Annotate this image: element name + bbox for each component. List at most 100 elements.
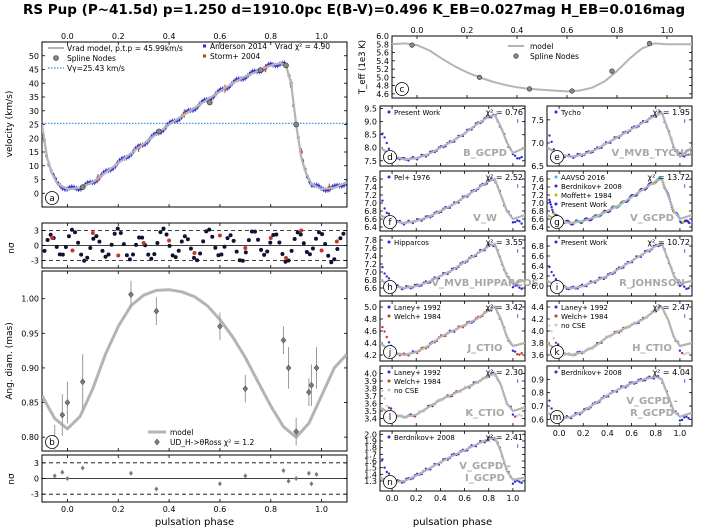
velocity-data-point	[111, 167, 115, 170]
J_CTIO-band-label: J_CTIO	[466, 343, 502, 354]
velocity-data-point	[102, 171, 106, 174]
velocity-residual-point	[94, 234, 99, 239]
V_GCPD_R_GCPD-chi2: χ² = 4.04	[653, 368, 690, 377]
angdiam-residual-point	[128, 470, 133, 476]
V_GCPD_R_GCPD-xtick-label: 0.6	[625, 429, 638, 438]
H_CTIO-data-point	[554, 341, 558, 345]
V_GCPD_I_GCPD-ytick-label: 1.6	[364, 457, 377, 466]
V_MVB_TYCHO-ytick-label: 6.5	[531, 162, 544, 171]
velocity-residual-point	[252, 229, 257, 234]
V_W-ytick-label: 6.4	[364, 223, 377, 232]
angdiam-residual-point	[243, 473, 248, 479]
V_GCPD_I_GCPD-ytick-label: 2.0	[364, 430, 377, 439]
V_MVB_TYCHO-data-point	[685, 153, 688, 157]
V_GCPD-legend-entry: Present Work	[561, 201, 608, 209]
B_GCPD-ytick-label: 8.0	[364, 144, 377, 153]
velocity-residual-point	[219, 252, 224, 257]
left-xlabel: pulsation phase	[155, 517, 234, 528]
velocity-residual-point	[103, 254, 108, 259]
angdiam-residual-point	[52, 473, 57, 479]
R_JOHNSON-data-point	[680, 283, 684, 287]
K_CTIO-ytick-label: 3.8	[364, 385, 377, 394]
velocity-spline-node	[293, 121, 299, 128]
K_CTIO-data-point	[516, 414, 519, 418]
angdiam-point	[217, 322, 223, 330]
velocity-data-point	[61, 186, 64, 190]
velocity-residual-point	[182, 234, 187, 239]
H_CTIO-legend-swatch	[554, 314, 558, 318]
V_GCPD_I_GCPD-data-point	[511, 482, 515, 485]
V_GCPD_I_GCPD-letter-circle	[383, 475, 397, 489]
V_GCPD_I_GCPD-ytick-label: 1.8	[364, 444, 377, 453]
angdiam-residual-point	[314, 471, 319, 477]
B_GCPD-legend-entry: Present Work	[394, 109, 441, 117]
velocity-residual-point	[130, 252, 135, 257]
B_GCPD-data-point	[383, 136, 386, 139]
V_GCPD-data-point	[549, 203, 553, 206]
angdiam-residual-point	[281, 468, 286, 474]
velocity-residual-storm-point	[90, 231, 95, 235]
velocity-residual-point	[326, 253, 331, 258]
angdiam-legend-data-swatch	[154, 438, 160, 446]
angdiam-point	[280, 336, 287, 344]
V_GCPD-ytick-label: 7.2	[531, 191, 544, 200]
velocity-data-point	[342, 183, 346, 187]
velocity-xtick-label-top: 0.4	[163, 32, 176, 41]
velocity-data-point	[68, 186, 71, 190]
R_JOHNSON-ytick-label: 6.4	[531, 262, 544, 271]
velocity-residual-point	[286, 258, 291, 263]
velocity-residual-storm-point	[319, 248, 324, 253]
V_GCPD_I_GCPD-xtick-label: 0.0	[386, 494, 399, 503]
V_W-data-point	[511, 221, 515, 224]
J_CTIO-data-point	[513, 350, 517, 353]
velocity-residual-point	[292, 237, 297, 242]
velocity-xtick-label-top: 0.8	[264, 32, 277, 41]
angular_diameter-ytick-label: 0.85	[21, 399, 39, 408]
velocity-data-point	[152, 132, 156, 136]
V_W-data-point	[387, 212, 391, 215]
R_JOHNSON-legend-swatch	[554, 240, 558, 244]
J_CTIO-legend-entry: Laney+ 1992	[394, 304, 441, 312]
H_CTIO-legend-entry: no CSE	[561, 322, 586, 330]
V_GCPD_I_GCPD-data-point	[520, 481, 523, 485]
V_GCPD_I_GCPD-data-point	[518, 480, 521, 483]
V_GCPD-legend-entry: Berdnikov+ 2008	[561, 183, 622, 191]
R_JOHNSON-data-point	[550, 270, 553, 274]
K_CTIO-data-point	[518, 413, 521, 416]
B_GCPD-ytick-label: 9.0	[364, 118, 377, 127]
V_MVB_HIPPARCOS-data-point	[516, 284, 519, 287]
V_MVB_TYCHO-letter-circle	[550, 150, 564, 164]
velocity-spline-node	[206, 99, 213, 106]
velocity-residual-point	[112, 231, 117, 236]
V_GCPD_R_GCPD-ytick-label: 0.8	[531, 389, 544, 398]
V_GCPD-legend-swatch	[554, 175, 558, 179]
velocity_residuals-ytick-label: 0	[34, 242, 39, 251]
V_GCPD_I_GCPD-ytick-label: 1.9	[364, 437, 377, 446]
velocity-legend-spline: Spline Nodes	[67, 54, 116, 63]
V_GCPD_R_GCPD-ytick-label: 0.7	[531, 402, 544, 411]
velocity-legend-anderson-swatch	[203, 44, 206, 48]
V_GCPD_I_GCPD-band-label-line2: I_GCPD	[465, 473, 505, 484]
angular_diameter_residuals-xtick-label: 0.2	[112, 505, 125, 514]
K_CTIO-legend-swatch	[387, 370, 391, 374]
angular_diameter-ytick-label: 0.80	[21, 433, 39, 442]
J_CTIO-ytick-label: 4.6	[364, 327, 377, 336]
V_GCPD-legend-swatch	[554, 202, 558, 206]
velocity-residual-point	[213, 245, 218, 250]
velocity-residual-point	[237, 258, 242, 263]
K_CTIO-chi2: χ² = 2.30	[486, 368, 523, 377]
velocity-residual-point	[201, 239, 206, 244]
J_CTIO-data-point	[516, 353, 519, 356]
velocity-residual-point	[335, 246, 340, 251]
angdiam-point	[285, 364, 292, 372]
angdiam-residual-point	[65, 476, 70, 481]
teff-xtick-label-top: 0.6	[561, 26, 574, 35]
velocity-residual-point	[63, 244, 68, 249]
V_MVB_HIPPARCOS-legend-swatch	[387, 240, 391, 244]
velocity-data-point	[127, 155, 131, 158]
V_GCPD-frame	[546, 170, 693, 232]
velocity-residual-point	[317, 230, 322, 235]
B_GCPD-data-point	[381, 132, 384, 135]
V_GCPD_R_GCPD-xtick-label: 0.4	[601, 429, 614, 438]
velocity-data-point	[274, 64, 277, 67]
